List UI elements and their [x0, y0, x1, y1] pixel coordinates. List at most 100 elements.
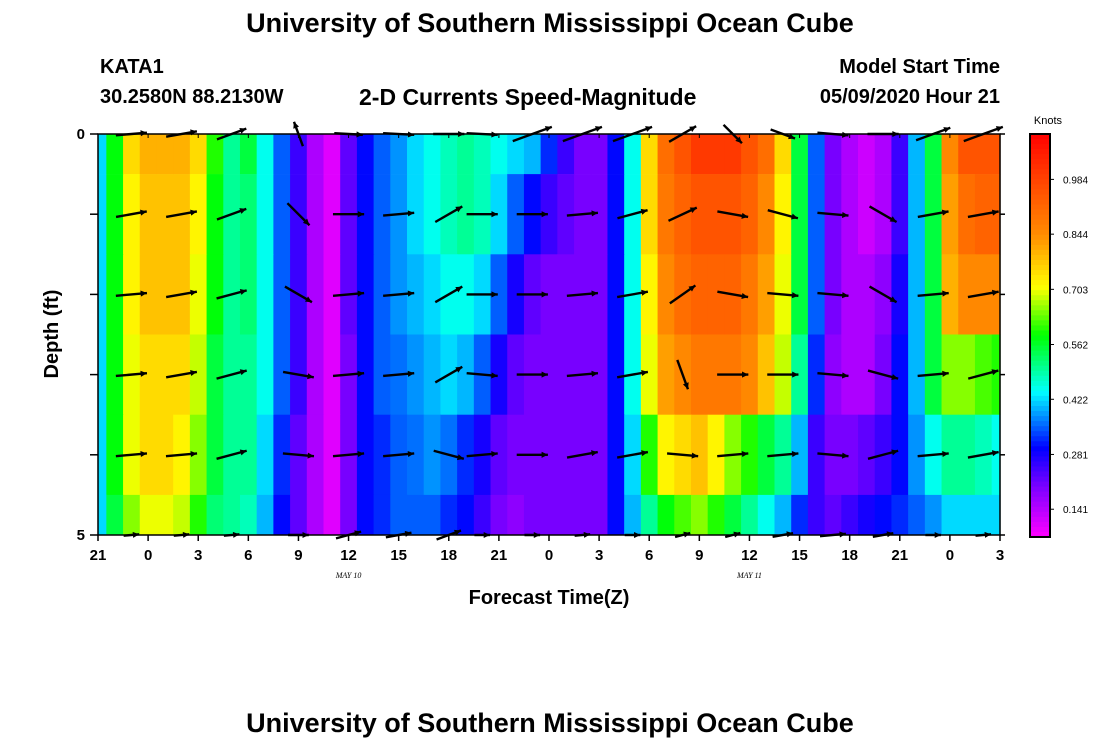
heatmap-cell: [490, 414, 508, 496]
vector-head: [943, 127, 951, 133]
current-vector: [332, 211, 365, 218]
colorbar-segment: [1030, 254, 1050, 261]
colorbar-segment: [1030, 531, 1050, 538]
heatmap-cell: [924, 134, 943, 175]
footer-title: University of Southern Mississippi Ocean…: [246, 708, 854, 738]
vector-head: [140, 450, 147, 458]
heatmap-cell: [189, 174, 208, 255]
heatmap-cell: [290, 134, 308, 175]
current-vector: [216, 207, 247, 221]
heatmap-cell: [640, 254, 659, 335]
heatmap-cell: [189, 414, 208, 496]
heatmap-cell: [123, 134, 141, 175]
heatmap-cell: [239, 254, 258, 335]
colorbar-segment: [1030, 149, 1050, 155]
current-vector: [282, 370, 315, 380]
current-vector: [332, 290, 365, 297]
heatmap-cell: [457, 254, 475, 335]
current-vector: [868, 205, 898, 224]
colorbar-segment: [1030, 295, 1050, 301]
colorbar-segment: [1030, 395, 1050, 402]
heatmap-cell: [523, 494, 542, 536]
heatmap-cell: [941, 414, 959, 496]
colorbar-segment: [1030, 461, 1050, 468]
heatmap-cell: [607, 494, 625, 536]
heatmap-cell: [657, 254, 675, 335]
heatmap-cell: [323, 174, 341, 255]
colorbar-segment: [1030, 521, 1050, 528]
heatmap-cell: [457, 414, 475, 496]
x-tick-label: 12: [340, 547, 357, 564]
heatmap-cell: [273, 334, 291, 415]
heatmap-cell: [223, 494, 241, 536]
heatmap-cell: [690, 414, 709, 496]
x-tick-label: 18: [841, 547, 858, 564]
vector-head: [455, 366, 463, 373]
heatmap-cell: [557, 254, 575, 335]
heatmap-cell: [423, 254, 442, 335]
colorbar-segment: [1030, 189, 1050, 196]
vector-head: [641, 289, 648, 296]
heatmap-cell: [239, 494, 258, 536]
vector-head: [689, 207, 697, 214]
vector-head: [407, 290, 415, 297]
current-vector: [868, 285, 898, 304]
heatmap-cell: [858, 174, 876, 255]
colorbar-segment: [1030, 501, 1050, 508]
heatmap-cell: [941, 254, 959, 335]
heatmap-cell: [139, 134, 158, 175]
current-vector: [817, 372, 849, 379]
vector-head: [293, 121, 300, 129]
colorbar-segment: [1030, 486, 1050, 493]
vector-head: [591, 210, 598, 217]
heatmap-cell: [640, 414, 659, 496]
heatmap-cell: [356, 494, 375, 536]
x-tick-label: 15: [390, 547, 407, 564]
page-title: University of Southern Mississippi Ocean…: [246, 8, 854, 38]
heatmap-cell: [356, 174, 375, 255]
heatmap-cell: [507, 134, 525, 175]
heatmap-cell: [356, 334, 375, 415]
colorbar-segment: [1030, 320, 1050, 327]
heatmap-cell: [540, 254, 558, 335]
heatmap-cell: [707, 134, 725, 175]
vector-head: [190, 209, 197, 216]
heatmap-cell: [407, 174, 425, 255]
vector-head: [691, 452, 699, 459]
heatmap-cell: [841, 174, 859, 255]
heatmap-cell: [373, 414, 391, 496]
x-tick-label: 21: [891, 547, 908, 564]
colorbar-segment: [1030, 466, 1050, 473]
heatmap-cell: [991, 414, 1001, 496]
colorbar-segment: [1030, 370, 1050, 377]
heatmap-cell: [991, 254, 1001, 335]
current-vector: [282, 452, 315, 459]
current-vector: [967, 289, 999, 299]
heatmap-cell: [557, 334, 575, 415]
heatmap-cell: [523, 134, 542, 175]
heatmap-cell: [624, 494, 642, 536]
heatmap-cell: [490, 334, 508, 415]
current-vector: [115, 290, 148, 297]
heatmap-cell: [741, 254, 759, 335]
vector-head: [841, 452, 849, 459]
heatmap-cell: [239, 334, 258, 415]
colorbar-segment: [1030, 259, 1050, 266]
x-tick-label: 0: [144, 547, 152, 564]
current-vector: [767, 371, 799, 378]
heatmap-cell: [273, 174, 291, 255]
colorbar-tick-label: 0.984: [1063, 175, 1088, 186]
heatmap-cell: [791, 494, 809, 536]
colorbar-segment: [1030, 375, 1050, 382]
heatmap-cell: [741, 174, 759, 255]
current-vector: [616, 369, 649, 379]
heatmap-cell: [557, 134, 575, 175]
heatmap-cell: [273, 494, 291, 536]
heatmap-cell: [139, 494, 158, 536]
vector-head: [941, 209, 949, 216]
colorbar-segment: [1030, 411, 1050, 417]
colorbar-segment: [1030, 249, 1050, 256]
colorbar-segment: [1030, 446, 1050, 452]
vector-head: [357, 370, 365, 377]
heatmap-cell: [891, 254, 909, 335]
